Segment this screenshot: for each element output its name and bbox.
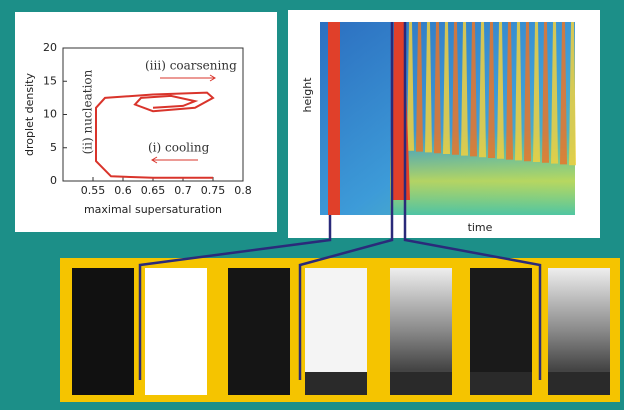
- annotation: (ii) nucleation: [81, 69, 95, 154]
- x-tick-label: 0.65: [141, 184, 166, 197]
- photo-base: [305, 372, 367, 395]
- photos: [72, 268, 610, 395]
- heatmap-spike: [497, 22, 504, 159]
- heatmap-spike: [461, 22, 468, 156]
- photo: [145, 268, 207, 395]
- photo: [72, 268, 134, 395]
- x-axis-label: maximal supersaturation: [84, 203, 222, 216]
- heatmap-spike: [452, 22, 459, 155]
- heatmap-spike: [470, 22, 477, 157]
- heatmap-spike: [416, 22, 423, 152]
- heatmap-spike: [407, 22, 414, 151]
- heatmap-spike: [551, 22, 558, 164]
- heatmap-spike: [425, 22, 432, 153]
- x-tick-label: 0.75: [201, 184, 226, 197]
- annotation-arrow: [160, 74, 216, 82]
- heatmap-spike: [488, 22, 495, 158]
- photo-base: [548, 372, 610, 395]
- plot-panel: [15, 12, 277, 232]
- heatmap-spike: [533, 22, 540, 162]
- x-tick-label: 0.7: [174, 184, 192, 197]
- photo-base: [390, 372, 452, 395]
- annotation: (i) cooling: [148, 141, 210, 155]
- x-tick-label: 0.8: [234, 184, 252, 197]
- x-tick-label: 0.6: [114, 184, 132, 197]
- heatmap-spike: [434, 22, 441, 154]
- y-tick-label: 20: [43, 41, 57, 54]
- heatmap-y-label: height: [301, 77, 314, 113]
- heatmap-spike: [569, 22, 576, 166]
- line: [95, 91, 215, 179]
- heatmap-spike: [479, 22, 486, 158]
- x-tick-label: 0.55: [81, 184, 106, 197]
- annotation: (iii) coarsening: [145, 59, 237, 73]
- heatmap-spike: [443, 22, 450, 154]
- y-tick-label: 15: [43, 74, 57, 87]
- heatmap-spike: [506, 22, 513, 160]
- photo-base: [470, 372, 532, 395]
- annotation-arrow: [151, 156, 198, 164]
- photo: [228, 268, 290, 395]
- heatmap-spike: [524, 22, 531, 162]
- connector: [138, 215, 332, 380]
- connectors: [138, 22, 542, 380]
- connector: [298, 22, 394, 380]
- y-axis-label: droplet density: [23, 73, 36, 156]
- heatmap-band: [328, 22, 340, 215]
- heatmap: [320, 22, 576, 215]
- connector: [403, 22, 542, 380]
- heatmap-spike: [560, 22, 567, 165]
- y-tick-label: 10: [43, 108, 57, 121]
- y-tick-label: 5: [50, 141, 57, 154]
- heatmap-x-label: time: [468, 221, 493, 234]
- heatmap-spike: [542, 22, 549, 163]
- y-tick-label: 0: [50, 174, 57, 187]
- heatmap-spike: [515, 22, 522, 161]
